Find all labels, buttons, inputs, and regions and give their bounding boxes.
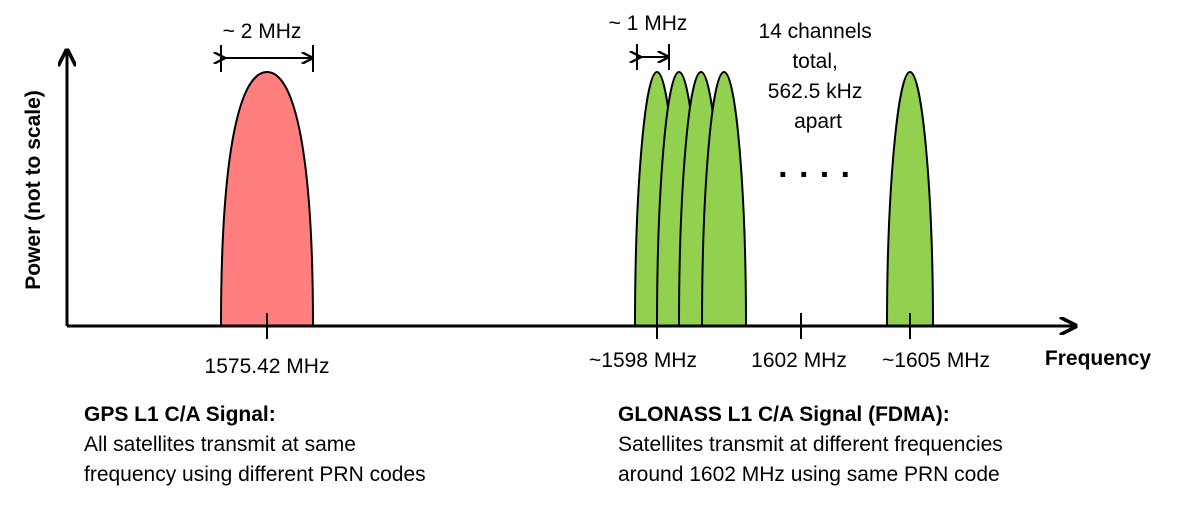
x-axis-label: Frequency: [1045, 347, 1152, 370]
tick-label-1575: 1575.42 MHz: [205, 355, 330, 378]
channels-note-line-3: 562.5 kHz: [768, 80, 863, 103]
gps-caption-title: GPS L1 C/A Signal:: [84, 403, 276, 426]
y-axis-label: Power (not to scale): [22, 90, 45, 290]
gps-bandwidth-label: ~ 2 MHz: [223, 20, 302, 43]
gps-caption-line-2: frequency using different PRN codes: [84, 463, 426, 486]
glonass-channel-lobe-last: [885, 70, 935, 327]
channels-note: 14 channels total, 562.5 kHz apart: [758, 20, 877, 133]
tick-label-1602: 1602 MHz: [751, 349, 847, 372]
channels-note-line-2: total,: [792, 50, 838, 73]
channels-note-line-4: apart: [794, 110, 842, 133]
glonass-channel-lobe-4: [700, 70, 748, 327]
gps-signal-lobe: [219, 70, 315, 327]
tick-label-1605: ~1605 MHz: [882, 349, 990, 372]
glonass-caption: GLONASS L1 C/A Signal (FDMA): Satellites…: [618, 400, 1003, 490]
channels-note-line-1: 14 channels: [758, 20, 871, 43]
channel-ellipsis: · · · ·: [778, 156, 852, 194]
gps-caption-line-1: All satellites transmit at same: [84, 433, 356, 456]
gps-caption: GPS L1 C/A Signal: All satellites transm…: [84, 400, 426, 490]
glonass-caption-title: GLONASS L1 C/A Signal (FDMA):: [618, 403, 950, 426]
glonass-bandwidth-label: ~ 1 MHz: [609, 12, 688, 35]
glonass-caption-line-1: Satellites transmit at different frequen…: [618, 433, 1003, 456]
glonass-caption-line-2: around 1602 MHz using same PRN code: [618, 463, 1000, 486]
tick-label-1598: ~1598 MHz: [589, 349, 697, 372]
